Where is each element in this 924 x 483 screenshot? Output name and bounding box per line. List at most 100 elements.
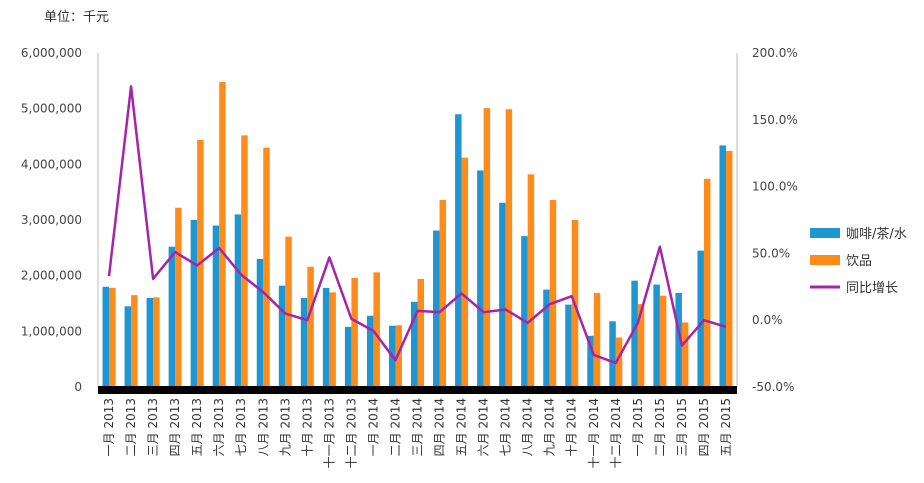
bar-coffee-tea-water: [366, 315, 374, 387]
x-tick-label: 四月 2014: [433, 398, 447, 456]
x-tick-label: 五月 2013: [190, 398, 204, 456]
x-tick-label: 四月 2013: [168, 398, 182, 456]
x-axis-baseline: [98, 386, 737, 394]
bar-coffee-tea-water: [190, 220, 198, 387]
bar-drinks: [505, 109, 513, 388]
x-tick-label: 八月 2014: [521, 398, 535, 456]
bar-drinks: [439, 199, 447, 387]
bar-coffee-tea-water: [433, 230, 440, 387]
left-y-tick-label: 4,000,000: [21, 157, 82, 171]
legend-swatch: [810, 228, 840, 238]
bar-drinks: [153, 297, 160, 387]
bar-coffee-tea-water: [146, 297, 154, 387]
bar-coffee-tea-water: [124, 306, 132, 387]
left-y-tick-label: 3,000,000: [21, 213, 82, 227]
bar-drinks: [637, 304, 645, 387]
x-tick-label: 三月 2015: [675, 398, 689, 456]
bar-drinks: [285, 236, 292, 387]
bar-drinks: [395, 325, 402, 387]
bar-coffee-tea-water: [455, 114, 462, 387]
x-tick-label: 七月 2014: [499, 398, 513, 456]
bar-drinks: [307, 266, 314, 387]
bar-drinks: [615, 337, 623, 387]
bar-coffee-tea-water: [609, 321, 616, 387]
x-tick-labels: 一月 2013 二月 2013 三月 2013 四月 2013 五月 2013 六月 20…: [102, 398, 733, 468]
right-y-tick-label: 100.0%: [752, 180, 798, 194]
x-tick-label: 十二月 2013: [344, 398, 358, 468]
right-y-tick-label: 50.0%: [752, 246, 790, 260]
bar-drinks: [659, 295, 667, 387]
bar-coffee-tea-water: [587, 335, 594, 387]
x-tick-label: 十月 2014: [565, 398, 579, 456]
right-y-tick-label: 150.0%: [752, 113, 798, 127]
bar-drinks: [109, 287, 116, 387]
bar-drinks: [417, 279, 424, 387]
x-tick-label: 七月 2013: [234, 398, 248, 456]
x-tick-label: 六月 2014: [477, 398, 491, 456]
x-tick-label: 二月 2015: [653, 398, 667, 456]
bar-drinks: [351, 277, 358, 387]
bar-drinks: [527, 174, 535, 387]
x-tick-label: 一月 2015: [631, 398, 645, 456]
x-tick-label: 二月 2014: [388, 398, 402, 456]
unit-label: 单位：千元: [44, 10, 110, 25]
bar-drinks: [263, 147, 270, 387]
x-tick-label: 九月 2013: [278, 398, 292, 456]
x-tick-label: 六月 2013: [212, 398, 226, 456]
bar-coffee-tea-water: [477, 170, 484, 387]
legend-item-growth: 同比增长: [810, 281, 898, 296]
bar-drinks: [241, 135, 248, 387]
bar-coffee-tea-water: [300, 297, 308, 387]
bar-drinks: [549, 199, 557, 387]
legend-item-drinks: 饮品: [810, 254, 872, 269]
bar-coffee-tea-water: [543, 289, 550, 387]
legend-label: 同比增长: [846, 281, 898, 296]
growth-line: [107, 85, 727, 365]
bar-drinks: [461, 157, 469, 387]
right-y-tick-labels: -50.0% 0.0% 50.0% 100.0% 150.0% 200.0%: [752, 46, 798, 394]
right-y-tick-label: 200.0%: [752, 46, 798, 60]
bar-coffee-tea-water: [344, 326, 352, 387]
bar-coffee-tea-water: [256, 258, 264, 387]
legend-item-coffee-tea-water: 咖啡/茶/水: [810, 226, 907, 242]
bar-drinks: [131, 295, 138, 387]
bar-coffee-tea-water: [168, 246, 176, 387]
right-y-tick-label: 0.0%: [752, 313, 783, 327]
bar-drinks: [593, 292, 601, 387]
bar-coffee-tea-water: [697, 250, 704, 387]
left-y-tick-label: 5,000,000: [21, 102, 82, 116]
bar-coffee-tea-water: [631, 280, 638, 387]
bar-drinks: [373, 272, 380, 387]
x-tick-label: 八月 2013: [256, 398, 270, 456]
bar-coffee-tea-water: [521, 236, 528, 387]
x-tick-label: 五月 2015: [719, 398, 733, 456]
left-y-tick-labels: 0 1,000,000 2,000,000 3,000,000 4,000,000 5,0…: [21, 46, 82, 394]
bar-coffee-tea-water: [212, 225, 220, 387]
x-tick-label: 一月 2014: [366, 398, 380, 456]
left-y-tick-label: 6,000,000: [21, 46, 82, 60]
bar-drinks: [681, 322, 689, 387]
bar-drinks: [703, 178, 711, 387]
x-tick-label: 三月 2013: [146, 398, 160, 456]
right-y-tick-label: -50.0%: [752, 380, 794, 394]
legend-label: 饮品: [846, 254, 872, 269]
legend-label: 咖啡/茶/水: [846, 226, 907, 242]
left-y-tick-label: 1,000,000: [21, 324, 82, 338]
x-tick-label: 四月 2015: [697, 398, 711, 456]
bars-layer: [102, 81, 733, 388]
x-tick-label: 十二月 2014: [609, 398, 623, 468]
x-tick-label: 十月 2013: [300, 398, 314, 456]
x-tick-label: 三月 2014: [411, 398, 425, 456]
x-tick-label: 五月 2014: [455, 398, 469, 456]
bar-drinks: [219, 81, 226, 388]
x-tick-label: 十一月 2013: [322, 398, 336, 468]
line-layer: [107, 85, 727, 365]
bar-coffee-tea-water: [499, 202, 506, 387]
x-tick-label: 二月 2013: [124, 398, 138, 456]
legend-swatch: [810, 255, 840, 265]
bar-drinks: [329, 292, 336, 387]
bar-coffee-tea-water: [411, 301, 418, 387]
bar-coffee-tea-water: [675, 292, 682, 387]
bar-drinks: [175, 207, 182, 387]
